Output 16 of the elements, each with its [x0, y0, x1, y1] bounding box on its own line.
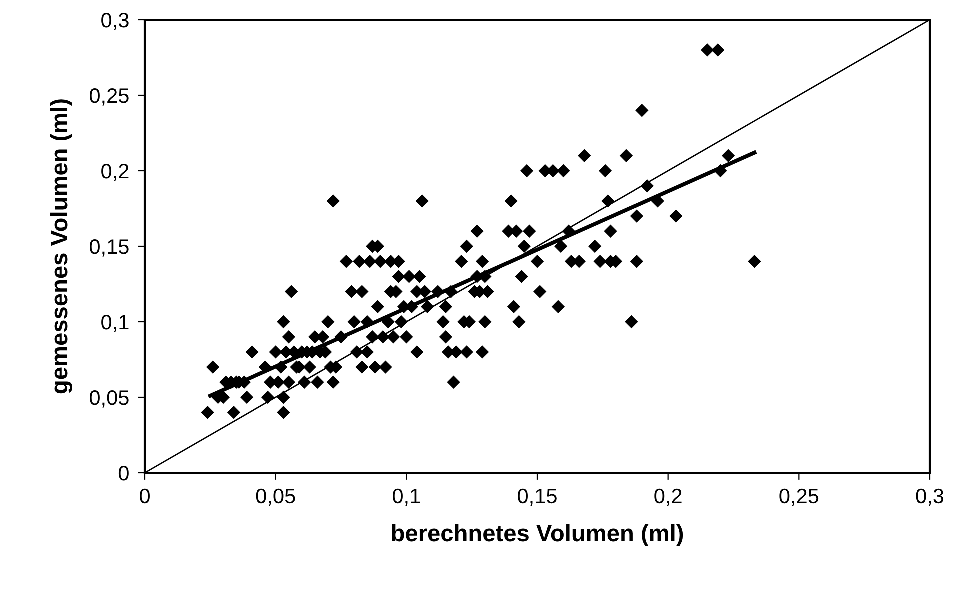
x-tick-label: 0,15	[518, 488, 557, 506]
y-tick-label: 0,05	[90, 390, 129, 408]
x-tick-label: 0,1	[393, 488, 420, 506]
y-tick-label: 0,15	[90, 240, 129, 257]
y-tick-label: 0	[118, 466, 129, 481]
y-tick-label: 0,2	[102, 164, 129, 182]
x-axis-title: berechnetes Volumen (ml)	[392, 524, 684, 546]
y-tick-label: 0,1	[102, 315, 129, 332]
y-tick-label: 0,3	[102, 13, 129, 30]
x-tick-label: 0,05	[256, 488, 296, 506]
y-tick-label: 0,25	[90, 88, 129, 106]
x-tick-label: 0,2	[654, 488, 682, 506]
x-tick-label: 0,3	[916, 488, 944, 506]
y-axis-title: gemessenes Volumen (ml)	[50, 100, 73, 394]
x-tick-label: 0	[140, 488, 150, 504]
x-tick-label: 0,25	[780, 488, 819, 506]
